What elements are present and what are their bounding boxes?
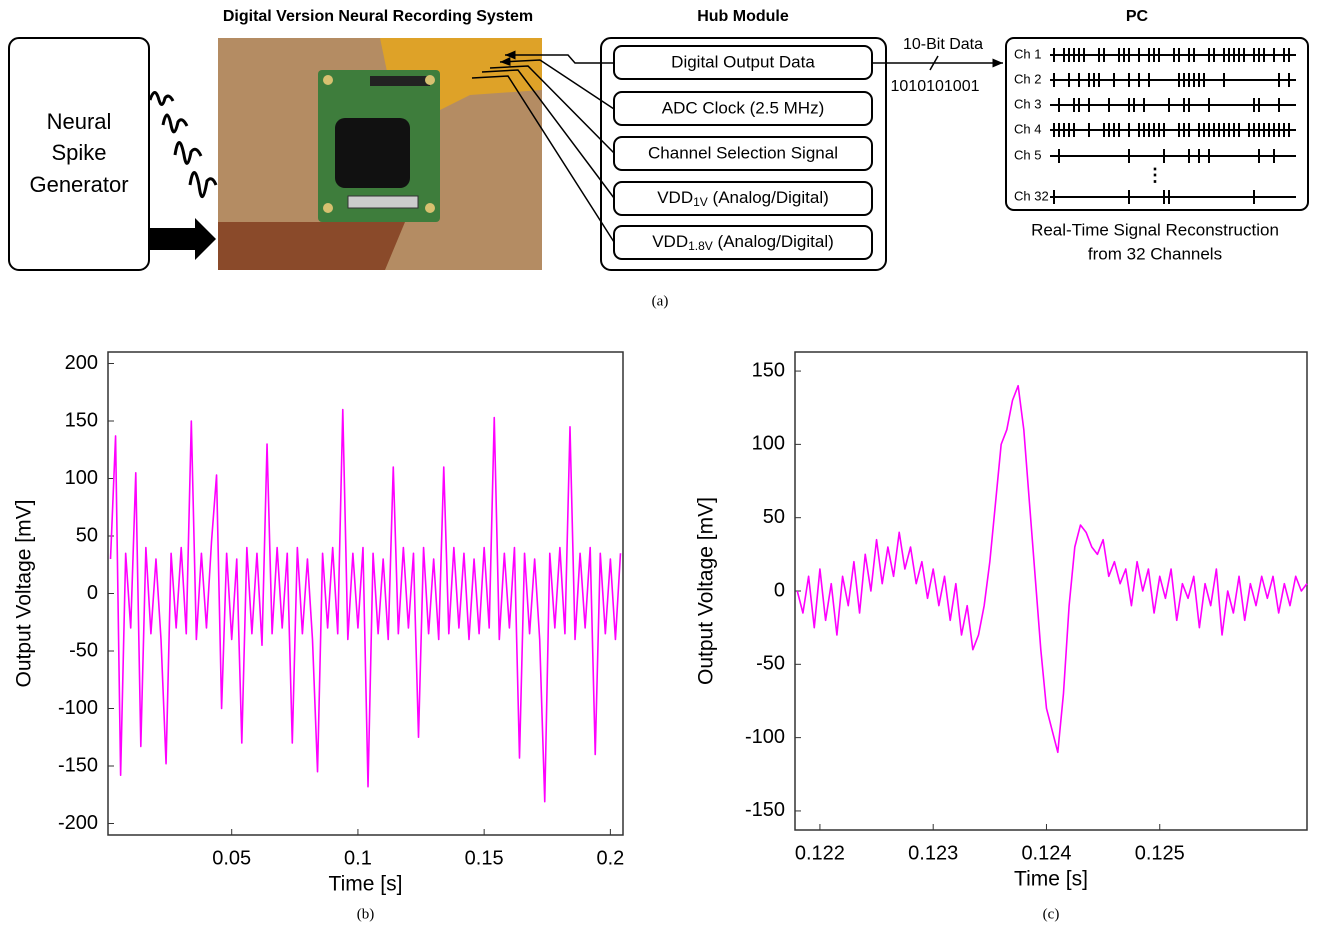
x-tick-label: 0.1: [344, 847, 372, 869]
y-tick-label: 50: [763, 506, 785, 528]
channel-label: Ch 5: [1014, 147, 1041, 162]
signal-label: Channel Selection Signal: [648, 143, 838, 162]
link-label: 10-Bit Data: [903, 36, 983, 53]
channel-label: Ch 3: [1014, 96, 1041, 111]
panel-caption: (b): [357, 906, 375, 922]
x-tick-label: 0.123: [908, 842, 958, 864]
ellipsis: ⋮: [1146, 165, 1164, 185]
y-tick-label: 0: [87, 582, 98, 604]
y-tick-label: 0: [774, 579, 785, 601]
y-axis-label: Output Voltage [mV]: [695, 497, 718, 685]
channel-label: Ch 1: [1014, 46, 1041, 61]
signal-label: VDD1.8V (Analog/Digital): [652, 232, 834, 253]
generator-label: Spike: [51, 140, 106, 165]
signal-name: VDD: [652, 232, 688, 251]
pc-title: PC: [1126, 8, 1149, 25]
device-photo: [218, 38, 542, 270]
signal-wires: [471, 50, 615, 243]
link-bits: 1010101001: [891, 78, 980, 95]
hub-title: Hub Module: [697, 8, 789, 25]
y-tick-label: 200: [65, 352, 98, 374]
x-tick-label: 0.122: [795, 842, 845, 864]
plot-frame: [794, 351, 1308, 831]
panel-caption: (a): [652, 293, 669, 309]
channel-label: Ch 4: [1014, 121, 1041, 136]
pc-caption: Real-Time Signal Reconstruction: [1031, 220, 1279, 239]
signal-trace: [796, 384, 1308, 754]
generator-label: Neural: [47, 109, 112, 134]
x-tick-label: 0.05: [212, 847, 251, 869]
signal-trace: [109, 408, 622, 803]
x-tick-label: 0.15: [465, 847, 504, 869]
channel-label: Ch 32: [1014, 188, 1049, 203]
y-tick-label: 150: [65, 409, 98, 431]
panel-caption: (c): [1043, 906, 1060, 922]
pc-caption: from 32 Channels: [1088, 244, 1222, 263]
generator-box: [8, 37, 150, 271]
x-tick-label: 0.2: [596, 847, 624, 869]
bus-slash: [929, 55, 939, 71]
y-tick-label: -50: [69, 639, 98, 661]
y-tick-label: -150: [58, 754, 98, 776]
y-axis-label: Output Voltage [mV]: [13, 500, 36, 688]
signal-label: VDD1V (Analog/Digital): [657, 188, 829, 209]
signal-name: VDD: [657, 188, 693, 207]
input-arrow: [150, 218, 216, 260]
signal-sub: 1.8V: [688, 239, 713, 253]
y-tick-label: -100: [745, 726, 785, 748]
generator-label: Generator: [29, 172, 128, 197]
y-tick-label: 50: [76, 524, 98, 546]
y-tick-label: -200: [58, 812, 98, 834]
x-axis-label: Time [s]: [329, 873, 403, 896]
channel-raster: Ch 1 Ch 2 Ch 3 Ch 4 Ch 5 Ch 32: [1014, 46, 1296, 204]
signal-sub: 1V: [693, 195, 708, 209]
x-axis-label: Time [s]: [1014, 868, 1088, 891]
signal-rest: (Analog/Digital): [713, 232, 834, 251]
signal-label: ADC Clock (2.5 MHz): [662, 98, 824, 117]
y-tick-label: -150: [745, 799, 785, 821]
system-title: Digital Version Neural Recording System: [223, 8, 533, 25]
signal-rest: (Analog/Digital): [708, 188, 829, 207]
signal-label: Digital Output Data: [671, 52, 815, 71]
x-tick-label: 0.124: [1021, 842, 1071, 864]
channel-label: Ch 2: [1014, 71, 1041, 86]
y-tick-label: -50: [756, 653, 785, 675]
y-tick-label: 150: [752, 359, 785, 381]
y-tick-label: 100: [752, 433, 785, 455]
y-tick-label: 100: [65, 467, 98, 489]
x-tick-label: 0.125: [1135, 842, 1185, 864]
y-tick-label: -100: [58, 697, 98, 719]
spike-waves: [148, 91, 218, 198]
